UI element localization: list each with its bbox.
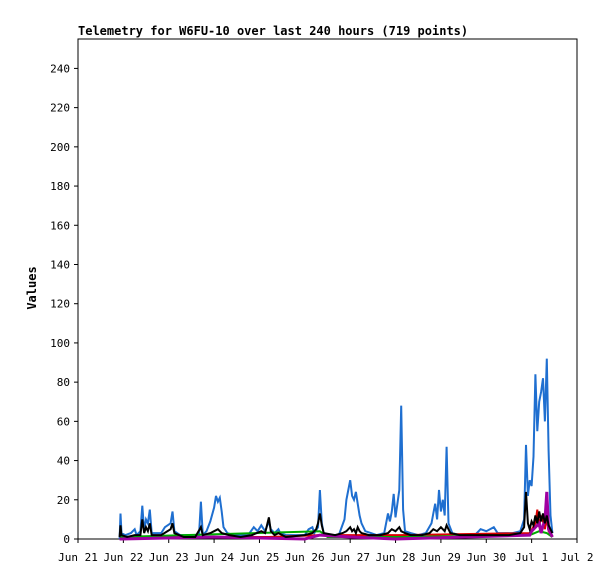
- y-tick-label: 20: [57, 494, 70, 507]
- series-line-4: [119, 491, 554, 541]
- y-tick-label: 80: [57, 376, 70, 389]
- x-tick-label: Jun 30: [466, 551, 506, 564]
- y-tick-label: 100: [50, 337, 70, 350]
- x-tick-label: Jun 21: [58, 551, 98, 564]
- y-tick-label: 180: [50, 180, 70, 193]
- x-tick-label: Jul 1: [515, 551, 548, 564]
- x-tick-label: Jul 2: [560, 551, 593, 564]
- x-tick-label: Jun 24: [194, 551, 234, 564]
- y-tick-label: 200: [50, 141, 70, 154]
- x-tick-label: Jun 26: [285, 551, 325, 564]
- x-tick-label: Jun 29: [421, 551, 461, 564]
- y-tick-label: 240: [50, 62, 70, 75]
- x-tick-label: Jun 25: [240, 551, 280, 564]
- y-tick-label: 160: [50, 219, 70, 232]
- plot-area: [77, 38, 578, 540]
- y-tick-label: 40: [57, 455, 70, 468]
- y-tick-label: 0: [63, 533, 70, 546]
- y-tick-label: 220: [50, 102, 70, 115]
- y-axis-label: Values: [25, 266, 39, 309]
- x-tick-label: Jun 27: [330, 551, 370, 564]
- series-layer: [118, 358, 554, 541]
- x-tick-label: Jun 23: [149, 551, 189, 564]
- chart-title: Telemetry for W6FU-10 over last 240 hour…: [78, 24, 468, 38]
- y-tick-label: 120: [50, 298, 70, 311]
- x-axis: Jun 21 Jun 22 Jun 23 Jun 24 Jun 25 Jun 26 Jun …: [58, 539, 594, 564]
- y-axis: 0 20 40 60 80 100 120 140 160 180 200 220 240: [50, 62, 78, 546]
- x-tick-label: Jun 28: [376, 551, 416, 564]
- x-tick-label: Jun 22: [103, 551, 143, 564]
- y-tick-label: 60: [57, 415, 70, 428]
- series-line-5: [118, 491, 554, 539]
- y-tick-label: 140: [50, 258, 70, 271]
